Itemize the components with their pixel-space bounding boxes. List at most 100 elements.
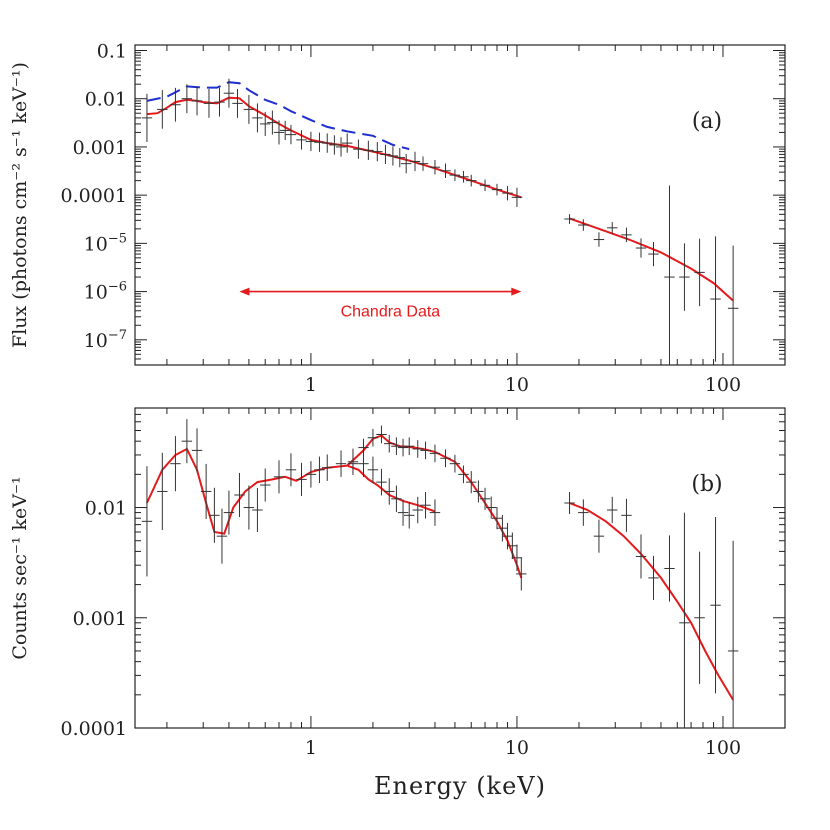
data-point xyxy=(347,454,359,473)
data-point xyxy=(635,238,647,258)
data-point xyxy=(479,179,491,192)
model-curve xyxy=(569,217,734,302)
data-point xyxy=(243,94,255,124)
data-point xyxy=(232,88,243,118)
data-point xyxy=(252,487,263,533)
y-axis-title: Counts sec⁻¹ keV⁻¹ xyxy=(9,476,31,659)
data-point xyxy=(429,499,441,526)
x-tick-label: 1 xyxy=(305,737,317,759)
data-point xyxy=(296,462,307,496)
data-point xyxy=(260,111,271,136)
data-point xyxy=(234,472,245,518)
data-point xyxy=(727,540,739,728)
x-tick-label: 10 xyxy=(505,737,529,759)
data-point xyxy=(285,124,297,145)
data-point xyxy=(397,438,409,457)
y-tick-label: 10−5 xyxy=(84,231,127,255)
data-point xyxy=(372,141,383,162)
data-point xyxy=(621,498,632,532)
x-axis-title: Energy (keV) xyxy=(374,772,546,800)
y-tick-label: 0.001 xyxy=(73,137,127,159)
y-tick-label: 0.001 xyxy=(73,608,127,630)
data-point xyxy=(491,183,503,196)
data-point xyxy=(491,507,503,530)
data-point xyxy=(710,517,721,694)
data-point xyxy=(466,471,477,494)
data-point xyxy=(329,135,340,155)
data-point xyxy=(440,163,451,179)
data-point xyxy=(507,532,518,559)
data-point xyxy=(384,478,395,505)
y-tick-label: 0.01 xyxy=(85,498,127,520)
data-point xyxy=(607,222,618,234)
data-point xyxy=(394,147,406,168)
y-tick-label: 0.1 xyxy=(97,40,127,62)
data-point xyxy=(335,137,347,157)
y-tick-label: 10−7 xyxy=(84,328,127,352)
data-point xyxy=(141,93,153,143)
data-point xyxy=(485,496,497,519)
data-point xyxy=(157,90,168,129)
data-point xyxy=(473,480,484,503)
data-point xyxy=(341,133,353,153)
data-point xyxy=(417,156,429,171)
data-point xyxy=(710,236,721,362)
data-point xyxy=(391,485,402,513)
data-point xyxy=(209,487,220,543)
data-point xyxy=(376,425,387,444)
y-tick-label: 0.01 xyxy=(85,89,127,111)
data-point xyxy=(727,245,739,365)
data-point xyxy=(200,463,212,519)
y-axis-title: Flux (photons cm⁻² s⁻¹ keV⁻¹) xyxy=(9,62,31,348)
data-point xyxy=(440,449,451,468)
data-point xyxy=(593,519,605,553)
dashed-curve xyxy=(146,81,410,151)
data-point xyxy=(511,187,523,207)
data-point xyxy=(216,508,228,564)
data-point xyxy=(578,499,589,526)
data-point xyxy=(391,437,402,456)
data-point xyxy=(420,491,431,519)
data-point xyxy=(511,544,523,572)
data-point xyxy=(516,557,527,591)
data-point xyxy=(296,130,307,150)
data-point xyxy=(420,441,431,460)
data-point xyxy=(387,146,399,166)
data-point xyxy=(157,452,168,531)
data-point xyxy=(384,434,395,453)
data-point xyxy=(400,154,412,174)
data-point xyxy=(694,551,705,684)
data-point xyxy=(353,139,364,159)
data-point xyxy=(429,444,441,463)
data-point xyxy=(273,120,285,145)
data-point xyxy=(694,238,705,307)
data-point xyxy=(191,428,203,473)
panel-b: 1 10 100 0.01 0.001 0.0001 (b) Counts sec⁻¹ keV… xyxy=(9,407,786,800)
data-point xyxy=(578,219,589,231)
data-point xyxy=(621,227,632,243)
data-point xyxy=(273,460,285,494)
data-point xyxy=(223,78,235,108)
panel-label: (b) xyxy=(691,472,722,497)
data-point xyxy=(322,133,333,153)
data-point xyxy=(252,103,263,133)
data-point xyxy=(479,487,491,510)
data-point xyxy=(214,87,225,117)
data-point xyxy=(564,491,575,515)
data-point xyxy=(305,461,317,488)
data-point xyxy=(181,84,193,114)
x-tick-label: 100 xyxy=(705,374,741,396)
data-point xyxy=(203,88,215,118)
data-point xyxy=(502,522,513,550)
data-point xyxy=(497,514,508,542)
data-point xyxy=(181,419,193,464)
data-point xyxy=(363,140,374,160)
data-point xyxy=(412,440,423,458)
data-point xyxy=(243,485,255,530)
data-point xyxy=(404,502,415,529)
data-point xyxy=(335,450,347,477)
y-tick-label: 10−6 xyxy=(84,280,127,304)
data-point xyxy=(502,185,513,201)
data-point xyxy=(679,512,690,728)
